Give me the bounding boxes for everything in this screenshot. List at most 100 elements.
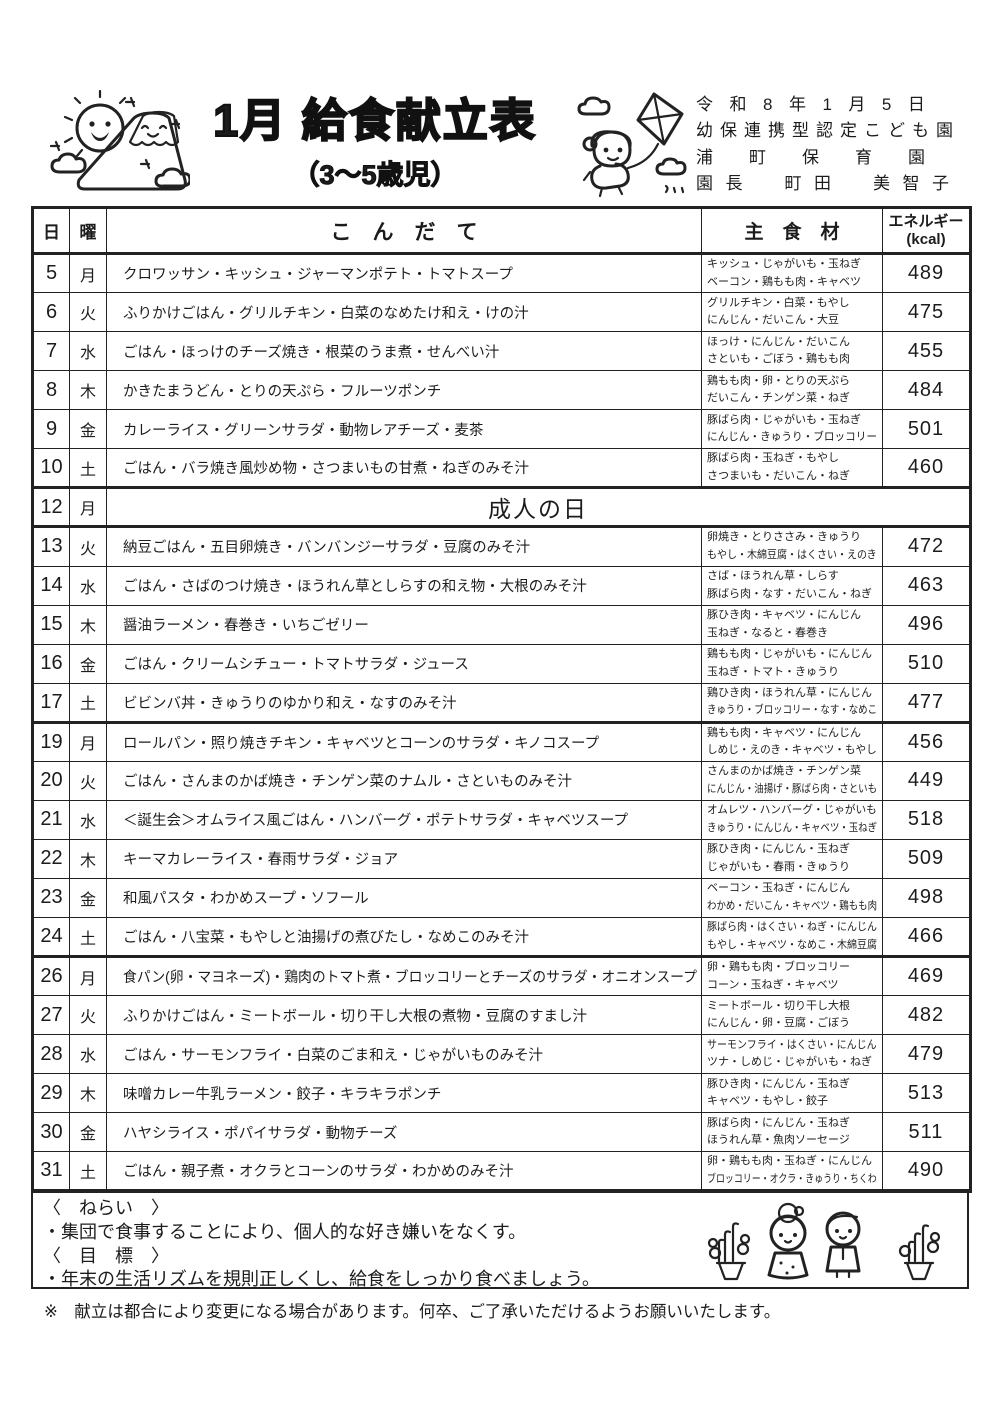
col-header-ingredients: 主 食 材 bbox=[701, 207, 883, 255]
table-row: 15 木 醤油ラーメン・春巻き・いちごゼリー 豚ひき肉・キャベツ・にんじん 玉ねぎ… bbox=[32, 604, 971, 645]
ingredients-cell: オムレツ・ハンバーグ・じゃがいも きゅうり・にんじん・キャベツ・玉ねぎ bbox=[701, 799, 883, 840]
menu-cell: ふりかけごはん・グリルチキン・白菜のなめたけ和え・けの汁 bbox=[106, 292, 702, 333]
menu-cell: ハヤシライス・ポパイサラダ・動物チーズ bbox=[106, 1112, 702, 1153]
org-type: 幼保連携型認定こども園 bbox=[696, 121, 960, 141]
ingredients-cell: サーモンフライ・はくさい・にんじん ツナ・しめじ・じゃがいも・ねぎ bbox=[701, 1034, 883, 1075]
menu-cell: キーマカレーライス・春雨サラダ・ジョア bbox=[106, 838, 702, 879]
ingredients-cell: 鶏もも肉・キャベツ・にんじん しめじ・えのき・キャベツ・もやし bbox=[701, 720, 883, 762]
kcal-cell: 518 bbox=[882, 799, 971, 840]
ingredients-cell: キッシュ・じゃがいも・玉ねぎ ベーコン・鶏もも肉・キャベツ bbox=[701, 252, 883, 294]
page-title: 1月 給食献立表 bbox=[212, 95, 537, 146]
ingredients-cell: 鶏もも肉・じゃがいも・にんじん 玉ねぎ・トマト・きゅうり bbox=[701, 643, 883, 684]
table-row: 19 月 ロールパン・照り焼きチキン・キャベツとコーンのサラダ・キノコスープ 鶏… bbox=[32, 720, 971, 762]
day-cell: 29 bbox=[32, 1073, 70, 1114]
day-cell: 5 bbox=[32, 252, 70, 294]
table-row: 8 木 かきたまうどん・とりの天ぷら・フルーツポンチ 鶏もも肉・卵・とりの天ぷら… bbox=[32, 370, 971, 411]
weekday-cell: 木 bbox=[69, 604, 107, 645]
ingredients-cell: 卵・鶏もも肉・ブロッコリー コーン・玉ねぎ・キャベツ bbox=[701, 955, 883, 997]
menu-cell: ごはん・サーモンフライ・白菜のごま和え・じゃがいものみそ汁 bbox=[106, 1034, 702, 1075]
day-cell: 30 bbox=[32, 1112, 70, 1153]
table-row: 21 水 ＜誕生会＞オムライス風ごはん・ハンバーグ・ポテトサラダ・キャベツスープ… bbox=[32, 799, 971, 840]
goal-label: 〈 目 標 〉 bbox=[43, 1245, 169, 1266]
table-row: 22 木 キーマカレーライス・春雨サラダ・ジョア 豚ひき肉・にんじん・玉ねぎ じゃ… bbox=[32, 838, 971, 879]
ingredients-cell: 鶏もも肉・卵・とりの天ぷら だいこん・チンゲン菜・ねぎ bbox=[701, 370, 883, 411]
table-row: 10 土 ごはん・バラ焼き風炒め物・さつまいもの甘煮・ねぎのみそ汁 豚ばら肉・玉… bbox=[32, 448, 971, 489]
day-cell: 24 bbox=[32, 916, 70, 958]
day-cell: 9 bbox=[32, 409, 70, 450]
kcal-cell: 489 bbox=[882, 252, 971, 294]
menu-cell: 納豆ごはん・五目卵焼き・バンバンジーサラダ・豆腐のみそ汁 bbox=[106, 525, 702, 567]
kcal-cell: 509 bbox=[882, 838, 971, 879]
weekday-cell: 水 bbox=[69, 799, 107, 840]
day-cell: 7 bbox=[32, 331, 70, 372]
page-subtitle: （3～5歳児） bbox=[292, 159, 458, 190]
day-cell: 8 bbox=[32, 370, 70, 411]
day-cell: 12 bbox=[32, 486, 70, 528]
table-row: 17 土 ビビンバ丼・きゅうりのゆかり和え・なすのみそ汁 鶏ひき肉・ほうれん草・… bbox=[32, 682, 971, 723]
ingredients-cell: 豚ばら肉・にんじん・玉ねぎ ほうれん草・魚肉ソーセージ bbox=[701, 1112, 883, 1153]
day-cell: 13 bbox=[32, 525, 70, 567]
aim-text: ・集団で食事することにより、個人的な好き嫌いをなくす。 bbox=[43, 1221, 527, 1242]
menu-cell: クロワッサン・キッシュ・ジャーマンポテト・トマトスープ bbox=[106, 252, 702, 294]
table-row: 7 水 ごはん・ほっけのチーズ焼き・根菜のうま煮・せんべい汁 ほっけ・にんじん・… bbox=[32, 331, 971, 372]
menu-cell: ごはん・親子煮・オクラとコーンのサラダ・わかめのみそ汁 bbox=[106, 1151, 702, 1192]
day-cell: 22 bbox=[32, 838, 70, 879]
weekday-cell: 水 bbox=[69, 1034, 107, 1075]
table-row: 24 土 ごはん・八宝菜・もやしと油揚げの煮びたし・なめこのみそ汁 豚ばら肉・は… bbox=[32, 916, 971, 958]
weekday-cell: 木 bbox=[69, 370, 107, 411]
child-flying-kite-icon bbox=[577, 92, 687, 198]
menu-cell: ふりかけごはん・ミートボール・切り干し大根の煮物・豆腐のすまし汁 bbox=[106, 995, 702, 1036]
table-header-row: 日 曜 こ ん だ て 主 食 材 エネルギー (kcal) bbox=[32, 207, 971, 255]
day-cell: 6 bbox=[32, 292, 70, 333]
kcal-cell: 511 bbox=[882, 1112, 971, 1153]
menu-cell: ごはん・ほっけのチーズ焼き・根菜のうま煮・せんべい汁 bbox=[106, 331, 702, 372]
col-header-menu: こ ん だ て bbox=[106, 207, 702, 255]
kcal-cell: 477 bbox=[882, 682, 971, 723]
menu-cell: ロールパン・照り焼きチキン・キャベツとコーンのサラダ・キノコスープ bbox=[106, 720, 702, 762]
kcal-cell: 490 bbox=[882, 1151, 971, 1192]
weekday-cell: 土 bbox=[69, 448, 107, 489]
org-info-block: 令和8年1月5日 幼保連携型認定こども園 浦町保育園 園長 町田 美智子 bbox=[696, 92, 968, 197]
weekday-cell: 土 bbox=[69, 1151, 107, 1192]
weekday-cell: 木 bbox=[69, 838, 107, 879]
table-row: 27 火 ふりかけごはん・ミートボール・切り干し大根の煮物・豆腐のすまし汁 ミー… bbox=[32, 995, 971, 1036]
ingredients-cell: 豚ひき肉・にんじん・玉ねぎ キャベツ・もやし・餃子 bbox=[701, 1073, 883, 1114]
change-notice: ※ 献立は都合により変更になる場合があります。何卒、ご了承いただけるようお願いい… bbox=[44, 1303, 781, 1321]
weekday-cell: 月 bbox=[69, 252, 107, 294]
kcal-cell: 496 bbox=[882, 604, 971, 645]
day-cell: 21 bbox=[32, 799, 70, 840]
kcal-cell: 460 bbox=[882, 448, 971, 489]
menu-cell: 食パン(卵・マヨネーズ)・鶏肉のトマト煮・ブロッコリーとチーズのサラダ・オニオン… bbox=[106, 955, 702, 997]
weekday-cell: 土 bbox=[69, 682, 107, 723]
ingredients-cell: 卵焼き・とりささみ・きゅうり もやし・木綿豆腐・はくさい・えのき bbox=[701, 525, 883, 567]
weekday-cell: 火 bbox=[69, 525, 107, 567]
holiday-row: 12 月 成人の日 bbox=[32, 486, 971, 528]
weekday-cell: 火 bbox=[69, 995, 107, 1036]
title-block: 1月 給食献立表 （3～5歳児） bbox=[190, 86, 560, 192]
table-row: 29 木 味噌カレー牛乳ラーメン・餃子・キラキラポンチ 豚ひき肉・にんじん・玉ね… bbox=[32, 1073, 971, 1114]
weekday-cell: 火 bbox=[69, 292, 107, 333]
day-cell: 14 bbox=[32, 565, 70, 606]
kcal-cell: 484 bbox=[882, 370, 971, 411]
kcal-cell: 482 bbox=[882, 995, 971, 1036]
aims-goals-box: 〈 ねらい 〉 ・集団で食事することにより、個人的な好き嫌いをなくす。 〈 目 … bbox=[31, 1189, 969, 1289]
weekday-cell: 月 bbox=[69, 720, 107, 762]
org-name: 浦町保育園 bbox=[696, 147, 961, 167]
ingredients-cell: 鶏ひき肉・ほうれん草・にんじん きゅうり・ブロッコリー・なす・なめこ bbox=[701, 682, 883, 723]
table-row: 30 金 ハヤシライス・ポパイサラダ・動物チーズ 豚ばら肉・にんじん・玉ねぎ ほう… bbox=[32, 1112, 971, 1153]
ingredients-cell: 豚ばら肉・じゃがいも・玉ねぎ にんじん・きゅうり・ブロッコリー bbox=[701, 409, 883, 450]
day-cell: 27 bbox=[32, 995, 70, 1036]
day-cell: 23 bbox=[32, 877, 70, 918]
table-row: 23 金 和風パスタ・わかめスープ・ソフール ベーコン・玉ねぎ・にんじん わかめ・… bbox=[32, 877, 971, 918]
weekday-cell: 水 bbox=[69, 331, 107, 372]
weekday-cell: 月 bbox=[69, 486, 107, 528]
menu-cell: ごはん・八宝菜・もやしと油揚げの煮びたし・なめこのみそ汁 bbox=[106, 916, 702, 958]
table-row: 16 金 ごはん・クリームシチュー・トマトサラダ・ジュース 鶏もも肉・じゃがいも… bbox=[32, 643, 971, 684]
ingredients-cell: 豚ばら肉・はくさい・ねぎ・にんじん もやし・キャベツ・なめこ・木綿豆腐 bbox=[701, 916, 883, 958]
menu-cell: かきたまうどん・とりの天ぷら・フルーツポンチ bbox=[106, 370, 702, 411]
document-header: 1月 給食献立表 （3～5歳児） 令和8年1月5日 幼保連携型認定こども園 浦町… bbox=[0, 86, 1000, 204]
kcal-cell: 449 bbox=[882, 760, 971, 801]
col-header-weekday: 曜 bbox=[69, 207, 107, 255]
kcal-cell: 463 bbox=[882, 565, 971, 606]
